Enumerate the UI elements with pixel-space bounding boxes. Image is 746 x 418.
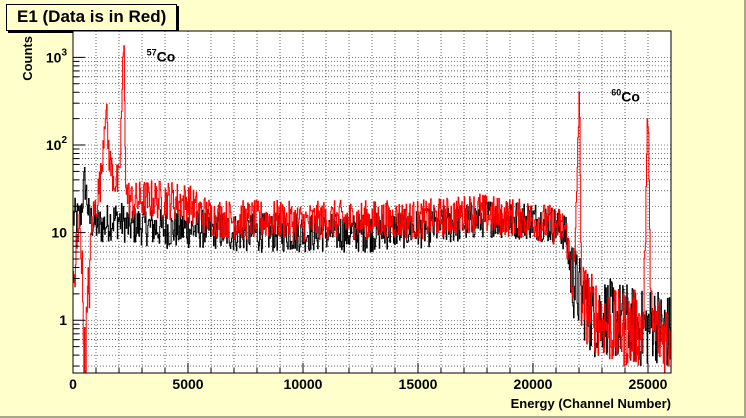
data-series-line xyxy=(73,45,672,374)
x-tick-label: 5000 xyxy=(172,376,203,392)
x-tick-label: 10000 xyxy=(284,376,323,392)
x-tick-label: 25000 xyxy=(629,376,668,392)
axes: 0 5000 10000 15000 20000 25000 1 10 102 103 xyxy=(46,30,672,392)
annotations: 57Co 60Co xyxy=(147,47,640,104)
y-tick-label: 102 xyxy=(46,135,68,153)
series-layer xyxy=(73,45,672,374)
x-tick-label: 15000 xyxy=(399,376,438,392)
isotope-label: 60Co xyxy=(611,87,640,104)
isotope-label: 57Co xyxy=(147,47,176,64)
y-tick-label: 10 xyxy=(51,225,67,241)
x-tick-label: 0 xyxy=(69,376,77,392)
x-axis-label: Energy (Channel Number) xyxy=(511,396,671,411)
y-axis-label: Counts xyxy=(20,36,35,81)
y-tick-label: 103 xyxy=(46,47,68,65)
x-tick-label: 20000 xyxy=(514,376,553,392)
reference-series-line xyxy=(73,167,672,366)
y-tick-label: 1 xyxy=(59,312,67,328)
